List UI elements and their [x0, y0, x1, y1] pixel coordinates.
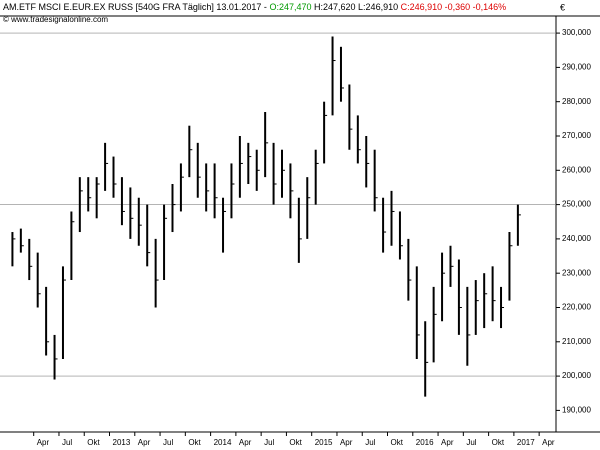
y-tick-label: 270,000 [562, 131, 591, 140]
x-tick-label: Apr [239, 438, 252, 447]
y-tick-label: 200,000 [562, 371, 591, 380]
x-tick-label: 2013 [113, 438, 131, 447]
y-tick-label: 230,000 [562, 268, 591, 277]
x-tick-label: Jul [163, 438, 173, 447]
source: © www.tradesignalonline.com [3, 15, 108, 24]
x-tick-label: 2014 [214, 438, 232, 447]
x-tick-label: 2016 [416, 438, 434, 447]
y-tick-label: 290,000 [562, 63, 591, 72]
y-tick-label: 280,000 [562, 97, 591, 106]
x-tick-label: Okt [492, 438, 505, 447]
header: AM.ETF MSCI E.EUR.EX RUSS [540G FRA Tägl… [3, 2, 506, 12]
x-tick-label: Jul [264, 438, 274, 447]
high-low: H:247,620 L:246,910 [314, 2, 398, 12]
x-tick-label: 2017 [517, 438, 535, 447]
y-tick-label: 220,000 [562, 303, 591, 312]
x-tick-label: Okt [188, 438, 201, 447]
x-tick-label: Jul [466, 438, 476, 447]
x-tick-label: Apr [138, 438, 151, 447]
y-tick-label: 190,000 [562, 406, 591, 415]
currency: € [560, 2, 565, 12]
close: C:246,910 -0,360 -0,146% [401, 2, 507, 12]
y-tick-label: 250,000 [562, 200, 591, 209]
instrument: AM.ETF MSCI E.EUR.EX RUSS [540G FRA Tägl… [3, 2, 267, 12]
y-tick-label: 300,000 [562, 28, 591, 37]
y-tick-label: 240,000 [562, 234, 591, 243]
x-tick-label: Okt [87, 438, 100, 447]
x-tick-label: Okt [289, 438, 302, 447]
x-tick-label: Jul [62, 438, 72, 447]
x-tick-label: Apr [340, 438, 353, 447]
y-tick-label: 210,000 [562, 337, 591, 346]
x-tick-label: Apr [441, 438, 454, 447]
x-tick-label: Apr [37, 438, 50, 447]
x-tick-label: Jul [365, 438, 375, 447]
x-tick-label: 2015 [315, 438, 333, 447]
x-tick-label: Okt [391, 438, 404, 447]
y-tick-label: 260,000 [562, 165, 591, 174]
x-tick-label: Apr [542, 438, 555, 447]
open: O:247,470 [269, 2, 311, 12]
